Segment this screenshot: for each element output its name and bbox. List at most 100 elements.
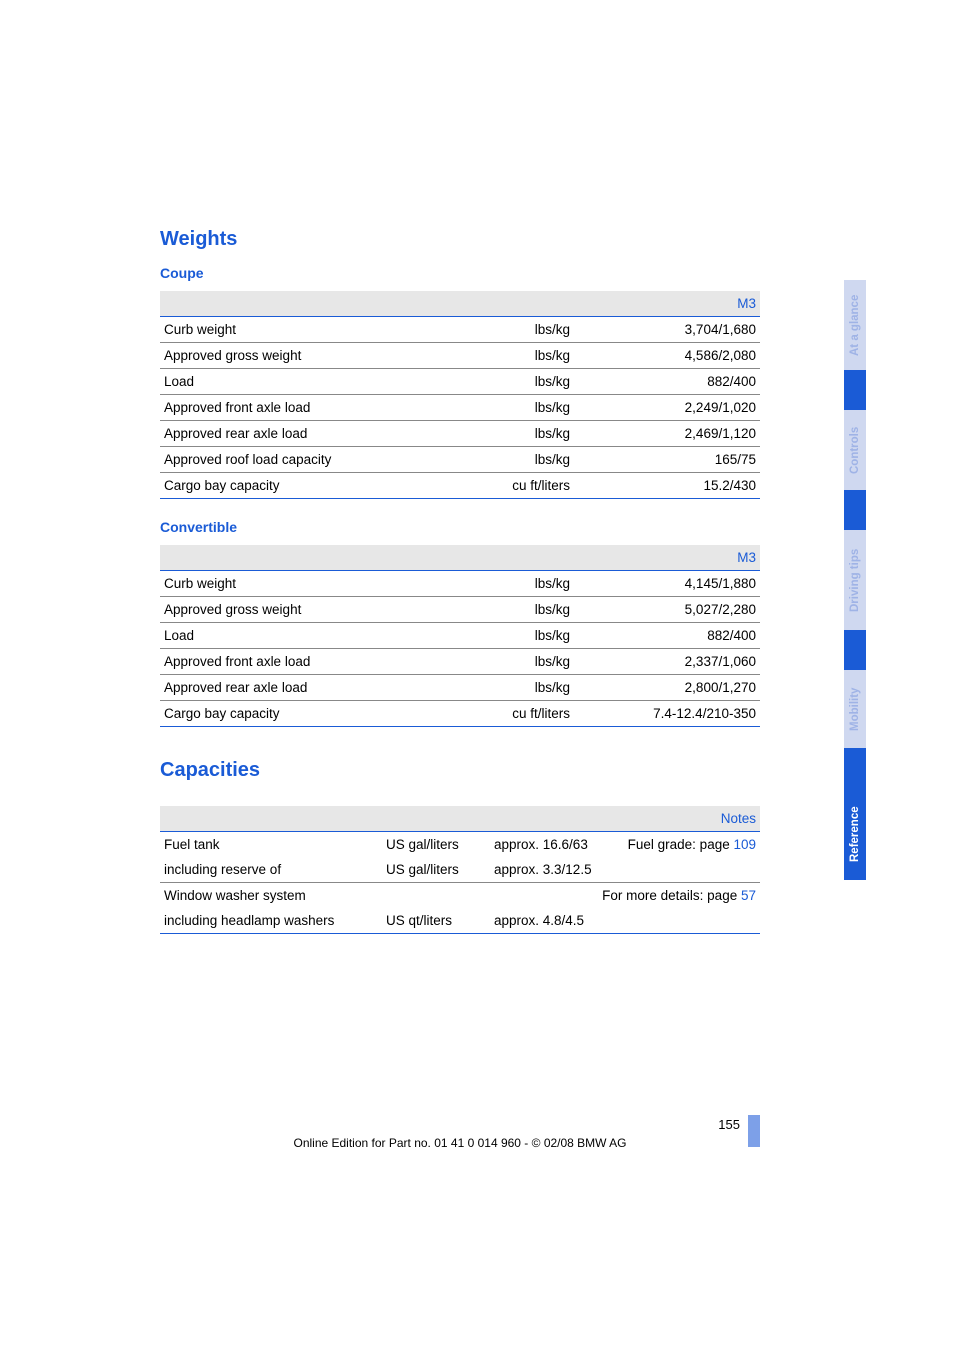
spec-value: 15.2/430: [610, 473, 760, 499]
table-header-blank: [160, 806, 382, 832]
spec-label: Load: [160, 369, 460, 395]
spec-unit: lbs/kg: [460, 623, 610, 649]
tab-gap: [844, 630, 866, 670]
spec-unit: lbs/kg: [460, 421, 610, 447]
side-tabs: At a glance Controls Driving tips Mobility R…: [844, 280, 866, 880]
spec-value: 2,469/1,120: [610, 421, 760, 447]
spec-label: Approved rear axle load: [160, 421, 460, 447]
convertible-weights-table: M3 Curb weightlbs/kg4,145/1,880Approved …: [160, 545, 760, 727]
table-row: Cargo bay capacitycu ft/liters7.4-12.4/2…: [160, 701, 760, 727]
table-row: Approved front axle loadlbs/kg2,249/1,02…: [160, 395, 760, 421]
capacities-notes-header: Notes: [616, 806, 760, 832]
table-row: Window washer systemFor more details: pa…: [160, 883, 760, 909]
table-header-blank: [160, 291, 460, 317]
coupe-model-header: M3: [610, 291, 760, 317]
spec-unit: lbs/kg: [460, 343, 610, 369]
weights-heading: Weights: [160, 228, 760, 251]
tab-gap: [844, 748, 866, 788]
convertible-model-header: M3: [610, 545, 760, 571]
spec-label: Cargo bay capacity: [160, 473, 460, 499]
capacities-table: Notes Fuel tankUS gal/litersapprox. 16.6…: [160, 806, 760, 934]
spec-unit: lbs/kg: [460, 317, 610, 343]
cap-value: approx. 16.6/63: [490, 832, 616, 858]
spec-label: Approved front axle load: [160, 649, 460, 675]
table-row: Approved gross weightlbs/kg4,586/2,080: [160, 343, 760, 369]
table-row: Approved roof load capacitylbs/kg165/75: [160, 447, 760, 473]
spec-unit: lbs/kg: [460, 395, 610, 421]
spec-unit: lbs/kg: [460, 597, 610, 623]
tab-gap: [844, 490, 866, 530]
spec-value: 165/75: [610, 447, 760, 473]
spec-value: 2,337/1,060: [610, 649, 760, 675]
page-link[interactable]: 57: [741, 888, 756, 903]
footer-line: Online Edition for Part no. 01 41 0 014 …: [160, 1136, 760, 1150]
side-tab-driving-tips[interactable]: Driving tips: [844, 530, 866, 630]
spec-label: Approved front axle load: [160, 395, 460, 421]
table-row: Curb weightlbs/kg3,704/1,680: [160, 317, 760, 343]
table-row: Approved gross weightlbs/kg5,027/2,280: [160, 597, 760, 623]
spec-unit: cu ft/liters: [460, 701, 610, 727]
spec-unit: lbs/kg: [460, 369, 610, 395]
capacities-heading: Capacities: [160, 759, 760, 782]
table-row: Approved rear axle loadlbs/kg2,469/1,120: [160, 421, 760, 447]
convertible-heading: Convertible: [160, 519, 760, 535]
coupe-heading: Coupe: [160, 265, 760, 281]
cap-sub-unit: US gal/liters: [382, 857, 490, 883]
spec-label: Approved gross weight: [160, 597, 460, 623]
cap-note: Fuel grade: page 109: [616, 832, 760, 858]
side-tab-mobility[interactable]: Mobility: [844, 670, 866, 748]
table-row: Cargo bay capacitycu ft/liters15.2/430: [160, 473, 760, 499]
cap-sub-label: including headlamp washers: [160, 908, 382, 934]
table-row: Loadlbs/kg882/400: [160, 623, 760, 649]
spec-unit: cu ft/liters: [460, 473, 610, 499]
table-row: including reserve ofUS gal/litersapprox.…: [160, 857, 760, 883]
table-row: Approved front axle loadlbs/kg2,337/1,06…: [160, 649, 760, 675]
convertible-tbody: Curb weightlbs/kg4,145/1,880Approved gro…: [160, 571, 760, 727]
spec-label: Approved roof load capacity: [160, 447, 460, 473]
cap-note-blank: [616, 857, 760, 883]
table-row: Fuel tankUS gal/litersapprox. 16.6/63Fue…: [160, 832, 760, 858]
table-header-blank: [460, 291, 610, 317]
table-row: including headlamp washersUS qt/litersap…: [160, 908, 760, 934]
cap-label: Window washer system: [160, 883, 382, 909]
cap-sub-unit: US qt/liters: [382, 908, 490, 934]
cap-note: For more details: page 57: [382, 883, 760, 909]
spec-unit: lbs/kg: [460, 571, 610, 597]
cap-label: Fuel tank: [160, 832, 382, 858]
spec-label: Curb weight: [160, 317, 460, 343]
cap-sub-value: approx. 4.8/4.5: [490, 908, 616, 934]
table-row: Loadlbs/kg882/400: [160, 369, 760, 395]
spec-value: 4,586/2,080: [610, 343, 760, 369]
spec-unit: lbs/kg: [460, 675, 610, 701]
spec-label: Approved gross weight: [160, 343, 460, 369]
spec-value: 882/400: [610, 369, 760, 395]
spec-value: 2,800/1,270: [610, 675, 760, 701]
page-number: 155: [718, 1117, 740, 1132]
table-header-blank: [460, 545, 610, 571]
spec-label: Load: [160, 623, 460, 649]
table-header-blank: [490, 806, 616, 832]
side-tab-reference[interactable]: Reference: [844, 788, 866, 880]
spec-value: 882/400: [610, 623, 760, 649]
coupe-weights-table: M3 Curb weightlbs/kg3,704/1,680Approved …: [160, 291, 760, 499]
coupe-tbody: Curb weightlbs/kg3,704/1,680Approved gro…: [160, 317, 760, 499]
cap-sub-value: approx. 3.3/12.5: [490, 857, 616, 883]
cap-sub-label: including reserve of: [160, 857, 382, 883]
spec-value: 2,249/1,020: [610, 395, 760, 421]
spec-unit: lbs/kg: [460, 447, 610, 473]
tab-gap: [844, 370, 866, 410]
side-tab-controls[interactable]: Controls: [844, 410, 866, 490]
spec-value: 7.4-12.4/210-350: [610, 701, 760, 727]
side-tab-at-a-glance[interactable]: At a glance: [844, 280, 866, 370]
cap-unit: US gal/liters: [382, 832, 490, 858]
spec-label: Approved rear axle load: [160, 675, 460, 701]
page-footer: 155 Online Edition for Part no. 01 41 0 …: [160, 1117, 760, 1150]
capacities-tbody: Fuel tankUS gal/litersapprox. 16.6/63Fue…: [160, 832, 760, 934]
spec-value: 3,704/1,680: [610, 317, 760, 343]
spec-value: 5,027/2,280: [610, 597, 760, 623]
page-link[interactable]: 109: [733, 837, 756, 852]
table-header-blank: [160, 545, 460, 571]
spec-label: Cargo bay capacity: [160, 701, 460, 727]
table-header-blank: [382, 806, 490, 832]
spec-unit: lbs/kg: [460, 649, 610, 675]
